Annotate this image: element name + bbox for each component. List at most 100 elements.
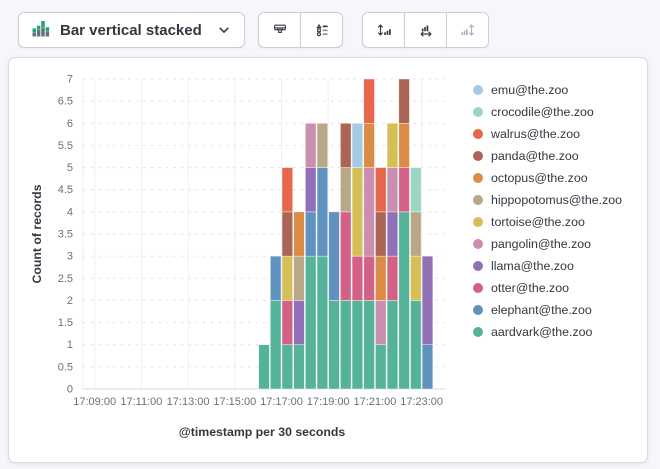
legend-label: aardvark@the.zoo [491, 325, 593, 339]
legend-item[interactable]: panda@the.zoo [473, 145, 622, 167]
bar-segment[interactable] [351, 300, 364, 390]
bar-segment[interactable] [340, 211, 352, 301]
legend-item[interactable]: hippopotomus@the.zoo [473, 189, 622, 211]
y-tick-label: 5 [67, 162, 73, 174]
bar-segment[interactable] [270, 255, 282, 301]
bar-segment[interactable] [316, 255, 329, 390]
bar-segment[interactable] [305, 167, 317, 213]
bar-segment[interactable] [398, 78, 410, 124]
legend-dot [473, 261, 483, 271]
bar-segment[interactable] [328, 300, 340, 390]
bar-segment[interactable] [375, 255, 387, 301]
bar-segment[interactable] [363, 300, 375, 390]
legend-settings-button[interactable] [300, 12, 343, 48]
bar-segment[interactable] [258, 344, 270, 390]
bar-segment[interactable] [340, 300, 352, 390]
bar-segment[interactable] [410, 211, 422, 257]
legend-item[interactable]: elephant@the.zoo [473, 299, 622, 321]
bar-segment[interactable] [293, 211, 305, 257]
bar-segment[interactable] [421, 255, 434, 346]
bar-segment[interactable] [410, 255, 422, 301]
bar-segment[interactable] [386, 211, 399, 257]
legend-dot [473, 107, 483, 117]
x-tick-label: 17:21:00 [354, 396, 397, 408]
legend-item[interactable]: crocodile@the.zoo [473, 101, 622, 123]
legend-dot [473, 217, 483, 227]
bar-segment[interactable] [316, 167, 329, 257]
bar-segment[interactable] [375, 167, 387, 213]
y-tick-label: 0.5 [58, 361, 73, 373]
bar-segment[interactable] [386, 300, 399, 390]
right-axis-button[interactable] [446, 12, 489, 48]
stacked-bar-chart[interactable]: 17:09:00 17:11:00 17:13:00 17:15:00 17:17:00… [9, 58, 469, 423]
legend-item[interactable]: tortoise@the.zoo [473, 211, 622, 233]
bar-segment[interactable] [293, 300, 305, 346]
bar-segment[interactable] [281, 211, 293, 257]
bottom-axis-button[interactable] [404, 12, 447, 48]
left-axis-icon [377, 24, 391, 36]
bar-segment[interactable] [421, 344, 434, 390]
bar-segment[interactable] [386, 167, 399, 213]
legend-item[interactable]: octopus@the.zoo [473, 167, 622, 189]
bar-segment[interactable] [281, 255, 293, 301]
visual-options-button[interactable] [258, 12, 301, 48]
legend-label: tortoise@the.zoo [491, 215, 585, 229]
bar-segment[interactable] [375, 211, 387, 257]
bar-segment[interactable] [386, 122, 399, 168]
y-tick-label: 6.5 [58, 96, 73, 108]
x-tick-label: 17:17:00 [260, 396, 303, 408]
bar-segment[interactable] [398, 122, 410, 168]
y-tick-label: 2.5 [58, 273, 73, 285]
bar-segment[interactable] [363, 122, 375, 168]
bar-segment[interactable] [363, 167, 375, 257]
paint-brush-icon [273, 24, 286, 33]
chart-type-selector[interactable]: Bar vertical stacked [18, 12, 245, 48]
legend-item[interactable]: pangolin@the.zoo [473, 233, 622, 255]
y-tick-label: 6 [67, 118, 73, 130]
bar-segment[interactable] [281, 300, 293, 346]
legend-item[interactable]: aardvark@the.zoo [473, 321, 622, 343]
bar-segment[interactable] [398, 167, 410, 213]
bar-segment[interactable] [316, 122, 329, 168]
legend-item[interactable]: walrus@the.zoo [473, 123, 622, 145]
legend-label: emu@the.zoo [491, 83, 569, 97]
legend-dot [473, 305, 483, 315]
legend-item[interactable]: emu@the.zoo [473, 79, 622, 101]
bar-segment[interactable] [340, 122, 352, 168]
legend-label: pangolin@the.zoo [491, 237, 592, 251]
bar-segment[interactable] [375, 344, 387, 390]
bar-segment[interactable] [375, 300, 387, 346]
bar-segment[interactable] [351, 167, 364, 257]
bar-segment[interactable] [305, 255, 317, 390]
bar-segment[interactable] [363, 255, 375, 301]
legend-item[interactable]: llama@the.zoo [473, 255, 622, 277]
bar-segment[interactable] [293, 344, 305, 390]
bar-segment[interactable] [340, 167, 352, 213]
legend-item[interactable]: otter@the.zoo [473, 277, 622, 299]
bar-segment[interactable] [281, 167, 293, 213]
bar-segment[interactable] [328, 211, 340, 301]
bar-segment[interactable] [281, 344, 293, 390]
bar-segment[interactable] [386, 255, 399, 301]
legend-list-icon [315, 23, 328, 37]
bar-segment[interactable] [363, 78, 375, 124]
left-axis-button[interactable] [362, 12, 405, 48]
x-tick-label: 17:19:00 [307, 396, 350, 408]
bar-segment[interactable] [410, 167, 422, 213]
y-tick-label: 1 [67, 339, 73, 351]
bar-segment[interactable] [305, 211, 317, 257]
bar-segment[interactable] [410, 300, 422, 390]
bar-vertical-stacked-icon [32, 21, 50, 37]
y-tick-label: 3.5 [58, 229, 73, 241]
bar-segment[interactable] [351, 255, 364, 301]
bar-segment[interactable] [351, 122, 364, 168]
bar-segment[interactable] [293, 255, 305, 301]
bar-segment[interactable] [398, 211, 410, 390]
legend-dot [473, 151, 483, 161]
bar-segment[interactable] [270, 300, 282, 390]
bar-segment[interactable] [305, 122, 317, 168]
legend-dot [473, 195, 483, 205]
y-tick-label: 4.5 [58, 184, 73, 196]
x-tick-label: 17:15:00 [213, 396, 256, 408]
